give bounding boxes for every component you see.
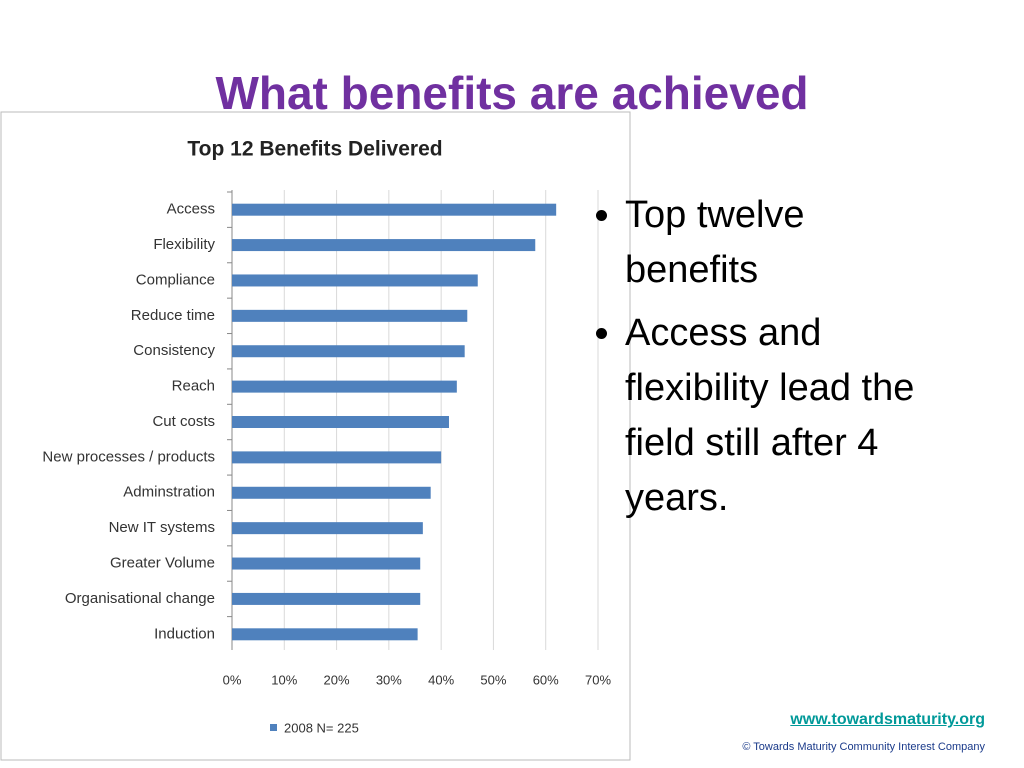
bar — [232, 592, 421, 605]
chart-title: Top 12 Benefits Delivered — [187, 138, 442, 161]
y-tick-label: Compliance — [136, 271, 215, 288]
bar — [232, 380, 457, 393]
legend-swatch — [270, 724, 277, 731]
footer-link[interactable]: www.towardsmaturity.org — [790, 711, 985, 728]
y-tick-label: Reduce time — [131, 307, 215, 324]
bullet: Access and flexibility lead the field st… — [625, 306, 925, 526]
bullet: Top twelve benefits — [625, 188, 925, 298]
y-tick-label: Greater Volume — [110, 555, 215, 572]
y-tick-label: New IT systems — [109, 519, 215, 536]
x-tick-label: 50% — [480, 672, 506, 687]
x-tick-label: 30% — [376, 672, 402, 687]
y-tick-label: Access — [167, 201, 215, 218]
bar — [232, 451, 442, 464]
copyright: © Towards Maturity Community Interest Co… — [742, 741, 985, 753]
bar — [232, 416, 449, 428]
chart-frame — [0, 111, 631, 761]
x-tick-label: 40% — [428, 672, 454, 687]
y-tick-label: New processes / products — [42, 448, 215, 465]
bar — [232, 628, 418, 641]
bar — [232, 239, 536, 252]
y-tick-label: Organisational change — [65, 590, 215, 607]
x-tick-label: 60% — [533, 672, 559, 687]
y-tick-label: Consistency — [133, 342, 215, 359]
x-tick-label: 0% — [223, 672, 242, 687]
bar — [232, 203, 557, 216]
y-tick-label: Induction — [154, 625, 215, 642]
y-tick-label: Reach — [172, 378, 215, 395]
y-tick-label: Adminstration — [123, 484, 215, 501]
bullet-list: Top twelve benefits Access and flexibili… — [580, 188, 925, 534]
bar — [232, 522, 423, 535]
bar — [232, 309, 468, 322]
y-tick-label: Flexibility — [153, 236, 215, 253]
x-tick-label: 70% — [585, 672, 611, 687]
legend-label: 2008 N= 225 — [284, 720, 359, 735]
slide-title: What benefits are achieved — [215, 67, 809, 119]
bar — [232, 274, 478, 287]
bar — [232, 486, 431, 499]
bar — [232, 345, 465, 358]
x-tick-label: 20% — [324, 672, 350, 687]
x-tick-label: 10% — [271, 672, 297, 687]
y-tick-label: Cut costs — [152, 413, 215, 430]
bar — [232, 557, 421, 570]
